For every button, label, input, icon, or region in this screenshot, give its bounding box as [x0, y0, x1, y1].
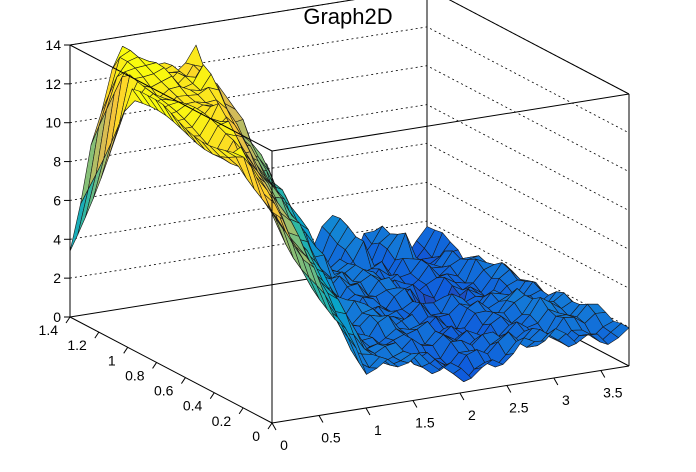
z-tick-label: 8: [53, 154, 61, 170]
y-tick: [209, 392, 215, 399]
chart-title: Graph2D: [303, 4, 392, 29]
x-tick: [318, 415, 324, 423]
y-tick-label: 0: [252, 428, 260, 444]
x-tick-label: 2.5: [509, 400, 529, 416]
x-tick: [271, 422, 277, 431]
surface-cell: [69, 188, 89, 252]
y-tick-label: 1: [108, 352, 116, 368]
box-edge: [271, 93, 630, 152]
y-axis: 0 0.2 0.4 0.6 0.8 1 1.2 1.4: [39, 316, 273, 444]
z-tick-label: 6: [53, 192, 61, 208]
surface-mesh: [69, 44, 630, 383]
y-tick-label: 1.2: [67, 337, 87, 353]
x-tick-label: 3.5: [603, 385, 623, 401]
y-tick-label: 0.8: [125, 367, 145, 383]
z-tick-label: 10: [45, 115, 61, 131]
x-tick-label: 0.5: [321, 430, 341, 446]
surface-cell: [263, 193, 283, 220]
x-axis: 0 0.5 1 1.5 2 2.5 3 3.5: [271, 365, 630, 453]
y-tick: [267, 422, 273, 430]
box-front-frame: [69, 44, 630, 423]
y-tick-label: 0.6: [154, 383, 174, 399]
z-axis: 0 2 4 6 8 10 12 14: [45, 37, 71, 325]
x-tick: [506, 385, 512, 393]
y-tick: [65, 316, 71, 324]
x-tick: [459, 392, 465, 401]
x-tick-label: 1: [374, 422, 382, 438]
x-tick-label: 2: [468, 407, 476, 423]
z-tick-label: 0: [53, 309, 61, 325]
x-tick: [412, 400, 418, 408]
y-tick-label: 1.4: [39, 322, 59, 338]
x-tick: [600, 370, 606, 378]
y-tick: [238, 407, 244, 415]
z-tick-label: 2: [53, 270, 61, 286]
z-tick-label: 4: [53, 231, 61, 247]
x-tick-label: 3: [562, 392, 570, 408]
x-axis-line: [271, 365, 630, 424]
z-tick-label: 12: [45, 76, 61, 92]
z-grid-line: [69, 104, 630, 211]
box-edge: [69, 0, 356, 46]
x-tick-label: 0: [280, 437, 288, 453]
x-tick: [365, 407, 371, 416]
z-tick-label: 14: [45, 37, 61, 53]
y-tick-label: 0.2: [212, 413, 232, 429]
y-tick: [181, 377, 186, 384]
box-edge: [448, 0, 630, 95]
y-tick: [152, 362, 157, 369]
box-edge: [69, 44, 273, 152]
y-tick: [94, 331, 100, 339]
y-tick: [123, 347, 129, 354]
x-tick-label: 1.5: [415, 415, 435, 431]
y-axis-line: [69, 316, 273, 424]
y-tick-label: 0.4: [183, 398, 203, 414]
x-tick: [553, 377, 559, 386]
